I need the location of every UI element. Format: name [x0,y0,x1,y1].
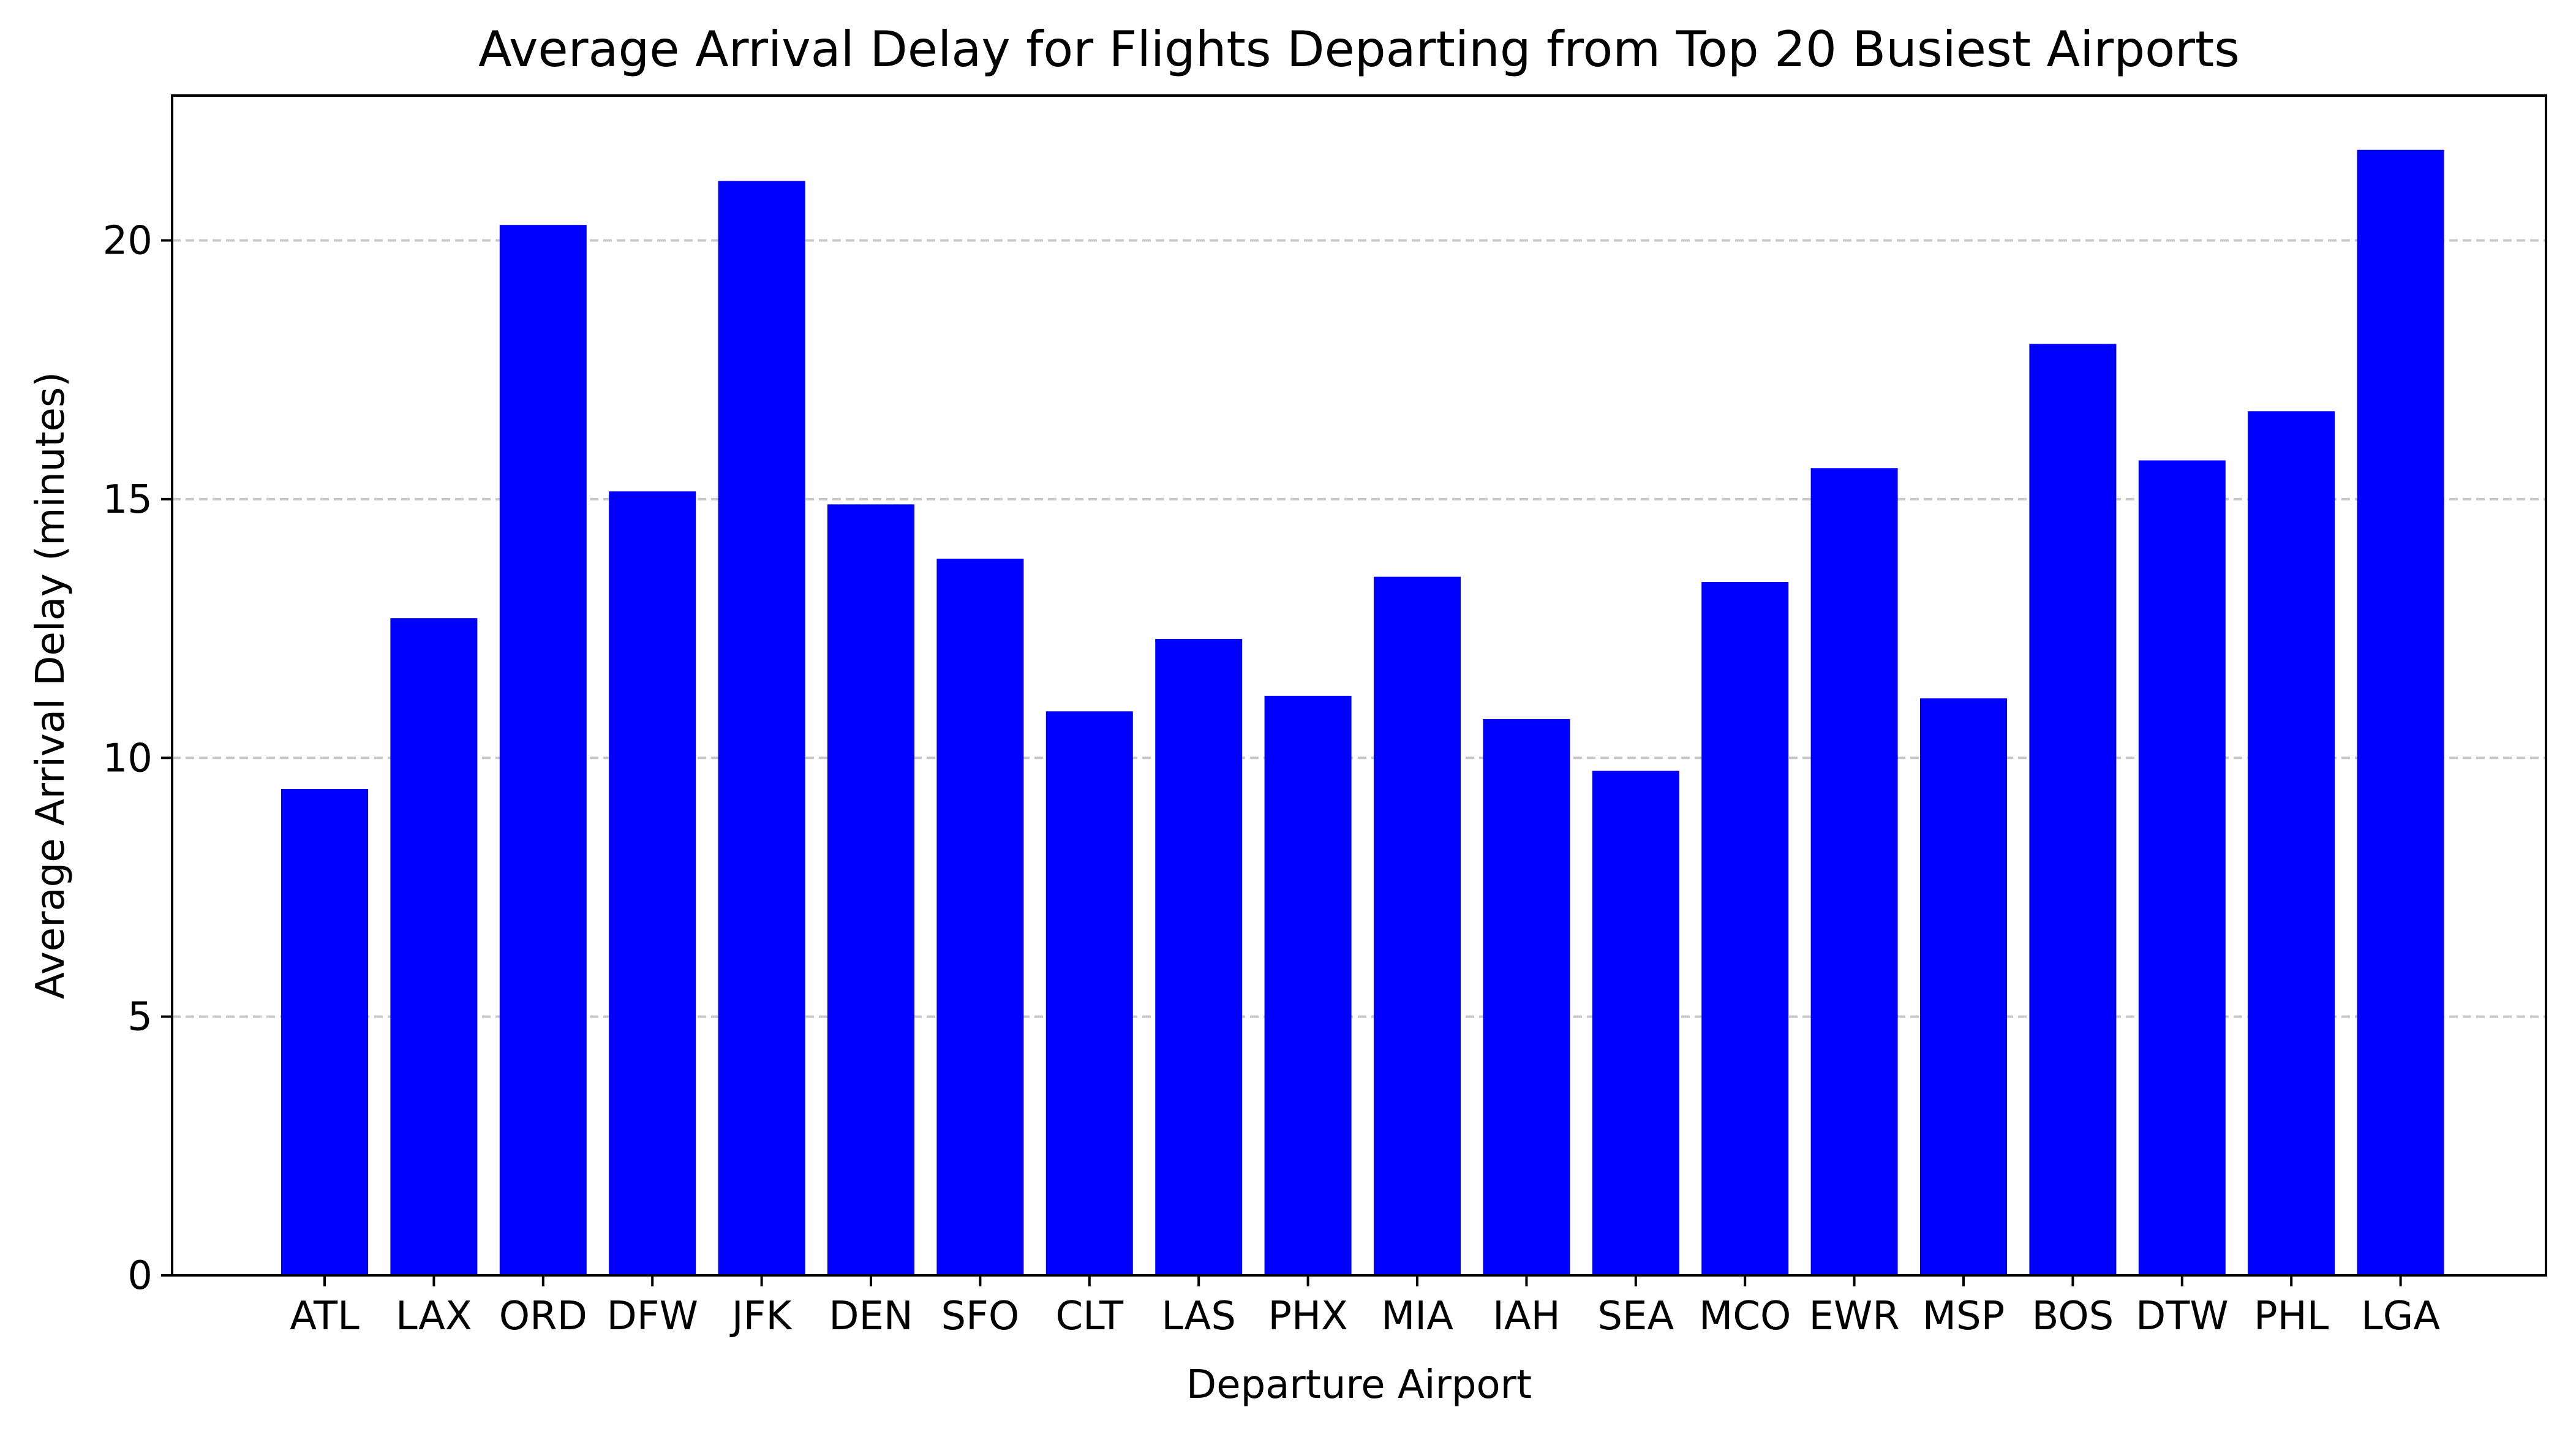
x-tick-label: PHX [1268,1294,1348,1339]
bar-dtw [2138,460,2226,1275]
x-tick-label: ORD [499,1294,587,1339]
bar-atl [281,788,368,1275]
x-tick-label: PHL [2254,1294,2329,1339]
x-tick-label: MCO [1699,1294,1791,1339]
x-tick-label: EWR [1809,1294,1900,1339]
x-tick-label: LAX [396,1294,472,1339]
x-tick-label: DFW [607,1294,698,1339]
x-tick-label: MSP [1923,1294,2005,1339]
bar-msp [1920,698,2007,1275]
x-tick-label: SFO [941,1294,1019,1339]
y-tick-label: 5 [127,995,153,1040]
bar-sfo [936,559,1024,1275]
x-tick-label: CLT [1055,1294,1124,1339]
bar-ord [499,225,587,1275]
x-tick-label: IAH [1493,1294,1561,1339]
x-tick-label: DEN [829,1294,913,1339]
y-tick-label: 20 [103,219,153,264]
y-tick-label: 0 [127,1253,153,1299]
chart-title: Average Arrival Delay for Flights Depart… [478,21,2240,78]
bar-phx [1264,695,1352,1275]
bar-bos [2029,344,2117,1276]
x-tick-label: BOS [2032,1294,2114,1339]
x-tick-label: SEA [1597,1294,1674,1339]
bar-mia [1374,576,1461,1276]
x-tick-label: LGA [2361,1294,2440,1339]
bar-las [1155,638,1243,1275]
bar-sea [1592,771,1679,1275]
x-axis: ATL LAX ORD DFW JFK DEN SFO CLT LAS PHX MIA IAH SEA M… [290,1275,2440,1339]
bar-phl [2248,411,2335,1275]
bar-den [827,504,914,1276]
x-axis-label: Departure Airport [1186,1362,1532,1408]
y-axis-label: Average Arrival Delay (minutes) [28,372,73,999]
bar-iah [1483,719,1570,1275]
bar-jfk [718,181,805,1275]
x-tick-label: DTW [2136,1294,2229,1339]
x-tick-label: ATL [290,1294,360,1339]
y-axis: 0 5 10 15 20 [103,219,172,1299]
y-tick-label: 10 [103,736,153,781]
x-tick-label: JFK [729,1294,793,1339]
bar-ewr [1810,468,1898,1276]
bar-lax [390,618,478,1275]
bar-clt [1045,711,1133,1275]
bar-dfw [609,491,696,1276]
x-tick-label: MIA [1381,1294,1453,1339]
bars [281,149,2444,1276]
x-tick-label: LAS [1161,1294,1236,1339]
bar-lga [2357,149,2444,1275]
bar-mco [1701,582,1789,1275]
y-tick-label: 15 [103,477,153,523]
plot-frame [171,94,2547,1277]
